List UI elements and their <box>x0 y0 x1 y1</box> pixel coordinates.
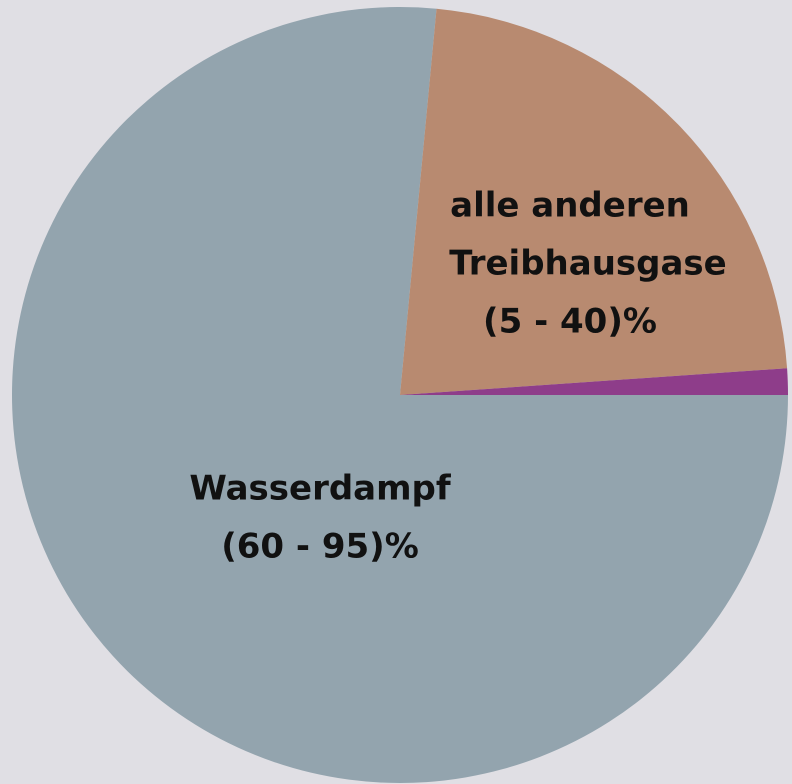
pie-slice <box>400 368 788 395</box>
pie-slice <box>400 8 788 396</box>
slice-label: Wasserdampf <box>189 469 452 509</box>
slice-label: (5 - 40)% <box>483 302 657 342</box>
slice-label: Treibhausgase <box>449 244 726 284</box>
slice-label: (60 - 95)% <box>221 527 419 567</box>
slice-label: alle anderen <box>450 186 690 226</box>
pie-slice <box>11 7 788 784</box>
